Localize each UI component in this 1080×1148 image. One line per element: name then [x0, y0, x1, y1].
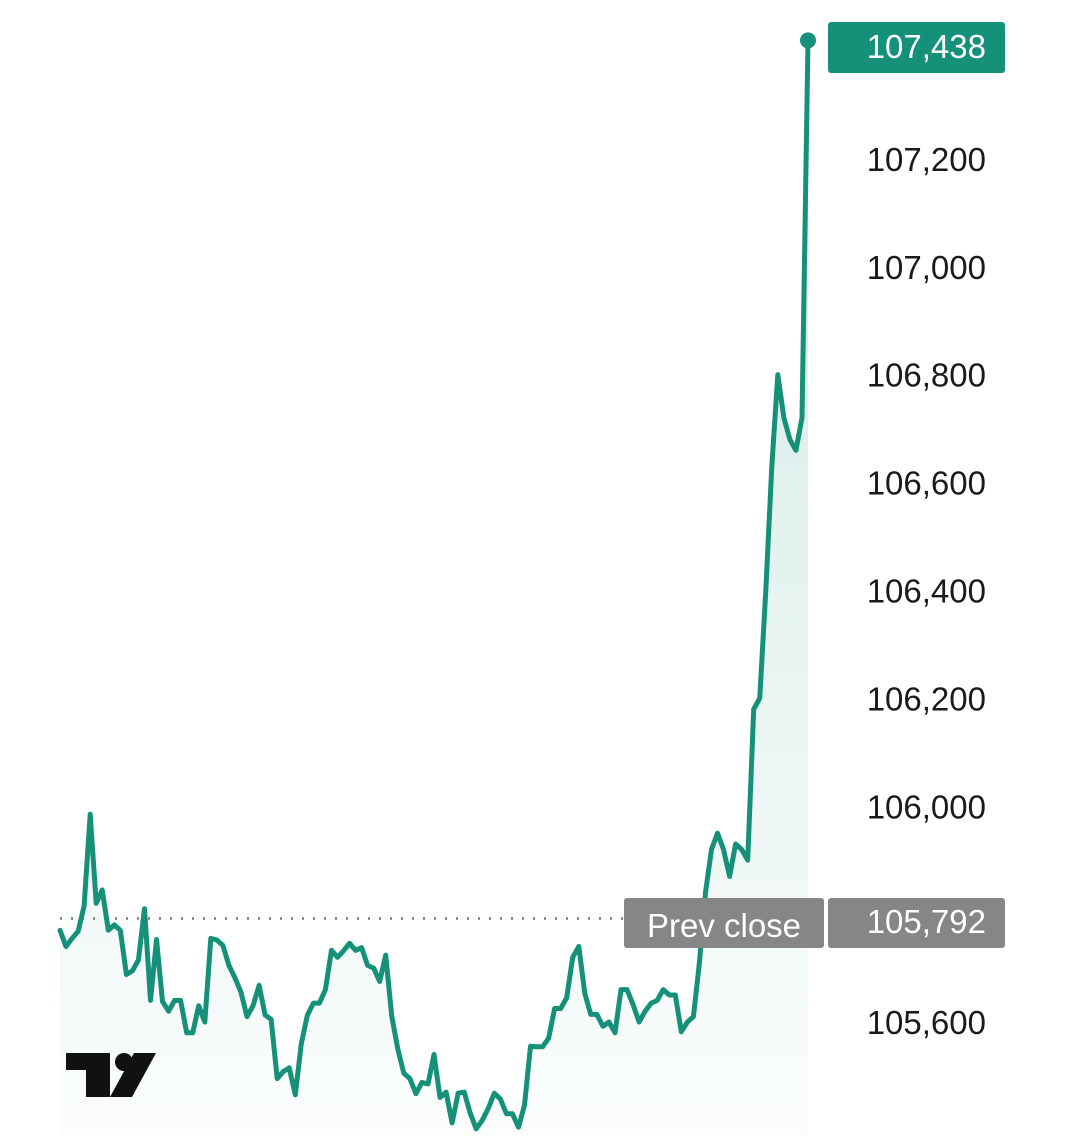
- last-price-tag: 107,438: [828, 22, 1005, 73]
- y-tick-label: 106,000: [867, 788, 986, 825]
- last-price-marker: [800, 32, 816, 49]
- y-tick-label: 106,800: [867, 357, 986, 394]
- prev-close-label-box: [624, 898, 824, 948]
- prev-close-tag: Prev close 105,792: [624, 898, 1005, 948]
- y-tick-label: 107,200: [867, 141, 986, 178]
- price-line: [57, 37, 811, 1132]
- tradingview-logo: [66, 1053, 156, 1097]
- y-tick-label: 106,200: [867, 680, 986, 717]
- y-tick-label: 105,600: [867, 1004, 986, 1041]
- y-axis-ticks: 105,600 106,000 106,200 106,400 106,600 106,8…: [867, 141, 986, 1041]
- y-tick-label: 106,400: [867, 573, 986, 610]
- price-area-fill: [60, 40, 808, 1135]
- prev-close-label: Prev close: [647, 907, 801, 944]
- last-price-tag-box: [828, 22, 1005, 73]
- prev-close-value-box: [828, 898, 1005, 948]
- y-tick-label: 106,600: [867, 465, 986, 502]
- prev-close-value: 105,792: [867, 903, 986, 940]
- last-price-label: 107,438: [867, 28, 986, 65]
- y-tick-label: 107,000: [867, 249, 986, 286]
